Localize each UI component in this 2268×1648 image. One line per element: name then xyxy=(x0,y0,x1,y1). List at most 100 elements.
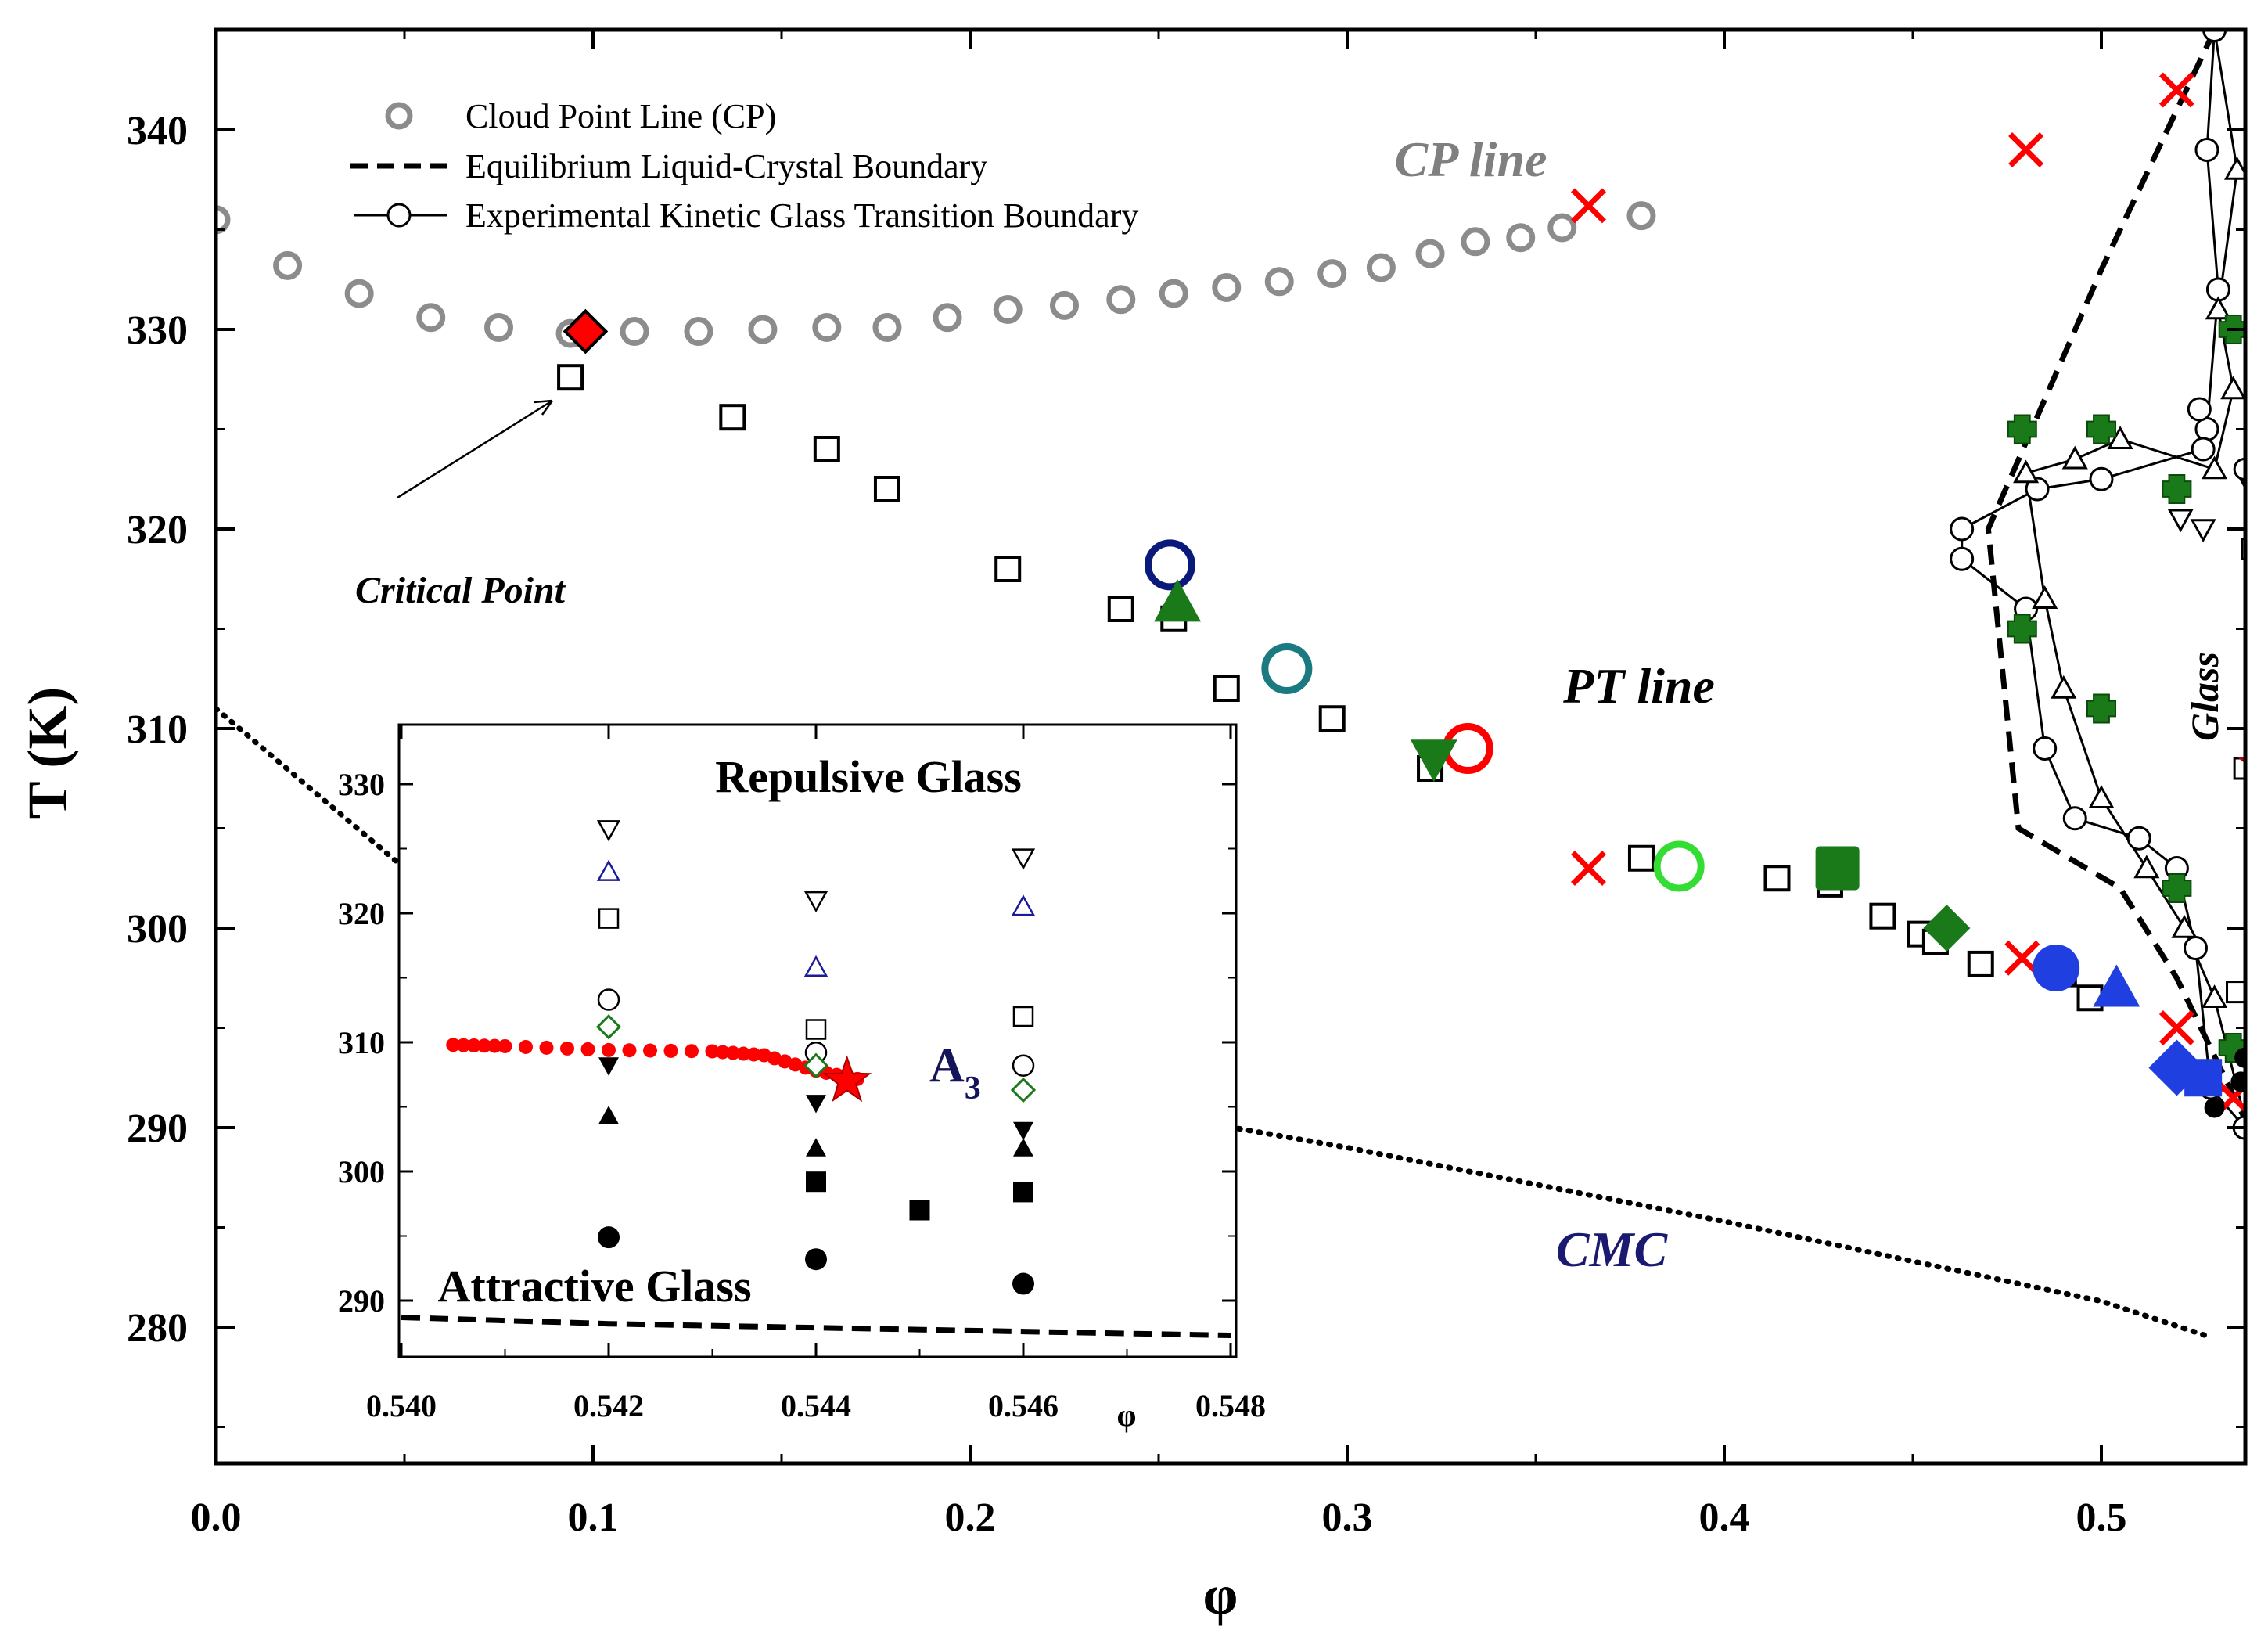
inset-red-dot xyxy=(622,1043,637,1058)
pt-point xyxy=(1318,705,1346,732)
inset-y-tick-label: 310 xyxy=(338,1025,385,1060)
x-tick-label: 0.2 xyxy=(945,1495,996,1540)
legend-cp-marker xyxy=(385,102,413,130)
inset-x-tick-label: 0.540 xyxy=(366,1388,437,1423)
inset-red-dot xyxy=(519,1039,533,1054)
inset-red-dot xyxy=(466,1038,481,1052)
glass-annotation: Glass xyxy=(2183,652,2227,741)
glass-open-circle xyxy=(2261,519,2268,539)
main-plot-layer xyxy=(216,30,2268,1340)
inset-x-ticks: 0.540 0.542 0.544 0.546 0.548 xyxy=(366,725,1266,1423)
glass-transition-point xyxy=(1950,546,1975,571)
inset-x-tick-label: 0.542 xyxy=(573,1388,644,1423)
inset-open-down-triangle xyxy=(803,891,828,913)
glass-open-down-triangle xyxy=(2167,509,2194,533)
glass-transition-point xyxy=(1950,516,1975,542)
cp-point xyxy=(1415,239,1445,268)
pt-point xyxy=(1967,950,1994,977)
inset-filled-up-triangle xyxy=(598,1106,619,1124)
pt-point xyxy=(719,404,746,431)
inset-open-diamond xyxy=(595,1014,622,1040)
inset-y-tick-label: 320 xyxy=(338,896,385,931)
inset-equilibrium-line xyxy=(401,1315,1231,1338)
cp-point xyxy=(993,295,1023,324)
pt-point xyxy=(1869,902,1896,930)
glass-transition-triangle xyxy=(2051,675,2077,699)
inset-red-dot xyxy=(446,1038,461,1052)
glass-transition-point xyxy=(2126,826,2151,851)
navy-circle-marker xyxy=(1144,539,1195,591)
glass-transition-triangle xyxy=(2171,914,2198,938)
pt-point xyxy=(813,436,840,462)
inset-red-dot xyxy=(685,1044,699,1059)
glass-transition-triangle xyxy=(2061,445,2088,470)
legend: Cloud Point Line (CP) Equilibrium Liquid… xyxy=(350,97,1138,235)
inset-red-dot xyxy=(602,1042,616,1057)
inset-filled-down-triangle xyxy=(1013,1121,1033,1141)
inset-filled-circle xyxy=(805,1248,827,1271)
cp-point xyxy=(1317,259,1347,289)
glass-filled-circle xyxy=(2261,1058,2268,1078)
cp-point xyxy=(273,250,303,280)
red-cross-point xyxy=(1571,851,1606,886)
green-plus-point xyxy=(2162,474,2192,504)
plot-frame xyxy=(214,27,2248,1466)
pt-point xyxy=(1627,844,1655,872)
inset-red-dot xyxy=(726,1045,740,1060)
glass-open-down-triangle xyxy=(2260,430,2268,450)
green-down-triangle-marker xyxy=(1410,739,1457,783)
inset-y-ticks: 290 300 310 320 330 xyxy=(338,767,1236,1319)
teal-circle-marker xyxy=(1261,643,1313,694)
cp-point xyxy=(1547,213,1577,243)
glass-transition-triangle xyxy=(2107,426,2133,449)
green-plus-point xyxy=(2086,693,2116,724)
inset-red-dot xyxy=(643,1043,657,1058)
glass-open-circle xyxy=(2261,619,2268,639)
glass-filled-down-triangle xyxy=(2262,811,2268,828)
inset-y-tick-label: 290 xyxy=(338,1283,385,1319)
y-axis-title: T (K) xyxy=(16,687,79,819)
legend-glass-label: Experimental Kinetic Glass Transition Bo… xyxy=(465,196,1138,235)
inset-red-dot xyxy=(560,1041,574,1056)
glass-transition-triangle xyxy=(2133,855,2160,879)
glass-filled-circle xyxy=(2230,1071,2245,1092)
blue-circle-marker xyxy=(2033,945,2080,991)
inset-red-dot xyxy=(539,1040,554,1055)
x-tick-label: 0.3 xyxy=(1322,1495,1373,1540)
pt-point xyxy=(994,556,1022,582)
green-plus-point xyxy=(2086,414,2116,444)
glass-filled-down-triangle xyxy=(2262,861,2268,878)
cp-point xyxy=(933,303,962,333)
inset-red-dot xyxy=(498,1038,512,1053)
red-cross-point xyxy=(2158,1010,2194,1045)
inset-open-down-triangle xyxy=(1011,848,1036,870)
critical-point-annotation: Critical Point xyxy=(355,570,566,611)
x-tick-label: 0.0 xyxy=(191,1495,242,1540)
glass-transition-triangle xyxy=(2205,296,2231,320)
inset-filled-down-triangle xyxy=(806,1095,826,1114)
glass-open-down-triangle xyxy=(2260,401,2268,420)
pt-point xyxy=(1107,596,1134,622)
inset-y-tick-label: 330 xyxy=(338,767,385,802)
x-axis-title: φ xyxy=(1203,1563,1238,1626)
glass-transition-point xyxy=(2089,466,2114,491)
glass-filled-circle xyxy=(2261,1098,2268,1118)
red-cross-point xyxy=(1571,188,1606,224)
inset-plot-layer xyxy=(401,820,1231,1338)
glass-transition-point xyxy=(2187,397,2212,422)
legend-cp-label: Cloud Point Line (CP) xyxy=(465,97,776,135)
inset-red-dot xyxy=(456,1038,471,1052)
inset-open-circle xyxy=(1012,1054,1035,1077)
glass-open-circle xyxy=(2249,699,2268,719)
inset-x-axis-title: φ xyxy=(1117,1398,1137,1433)
inset-filled-circle xyxy=(1012,1272,1034,1295)
glass-transition-point xyxy=(2025,477,2050,502)
blue-square-marker xyxy=(2184,1059,2223,1097)
y-tick-label: 340 xyxy=(127,109,188,153)
cp-point xyxy=(1264,267,1294,297)
inset-x-tick-label: 0.548 xyxy=(1195,1388,1266,1423)
inset-x-tick-label: 0.544 xyxy=(781,1388,851,1423)
inset-red-dot xyxy=(580,1042,595,1056)
cp-point xyxy=(416,303,446,333)
